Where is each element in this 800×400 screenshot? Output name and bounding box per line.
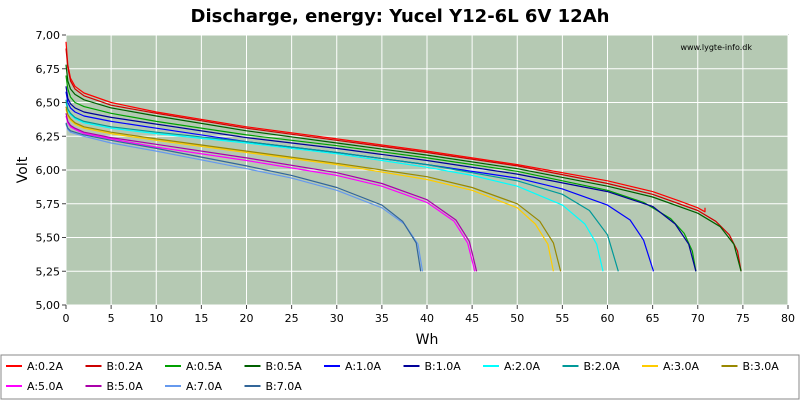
- y-axis-ticks: 5,00 5,25 5,50 5,75 6,00 6,25 6,50 6,75 7,00: [36, 29, 66, 312]
- legend-label: A:1.0A: [345, 360, 382, 373]
- legend-box: [0, 354, 800, 400]
- x-tick-label: 50: [510, 312, 524, 325]
- x-tick-label: 5: [108, 312, 115, 325]
- x-axis-label: Wh: [416, 332, 439, 348]
- legend-label: B:3.0A: [743, 360, 780, 373]
- y-axis-label: Volt: [15, 156, 31, 183]
- x-tick-label: 0: [63, 312, 70, 325]
- x-tick-label: 40: [420, 312, 434, 325]
- x-tick-label: 60: [601, 312, 615, 325]
- legend-label: B:0.5A: [266, 360, 303, 373]
- y-tick-label: 5,75: [36, 198, 61, 211]
- x-tick-label: 65: [646, 312, 660, 325]
- series-line-1: [65, 48, 742, 272]
- legend-label: A:5.0A: [27, 380, 64, 393]
- legend-label: A:7.0A: [186, 380, 223, 393]
- x-axis-ticks: 0 5 10 15 20 25 30 35 40 45 50 55 60 65 70 75 80: [63, 305, 795, 325]
- legend-label: B:0.2A: [107, 360, 144, 373]
- y-tick-label: 6,25: [36, 130, 61, 143]
- series-line-0: [65, 41, 706, 213]
- legend: A:0.2A B:0.2A A:0.5A B:0.5A A:1.0A B:1.0A A:2.…: [6, 360, 779, 393]
- series-line-7: [65, 99, 619, 272]
- legend-label: A:2.0A: [504, 360, 541, 373]
- series-line-11: [65, 113, 478, 272]
- series-line-10: [65, 115, 476, 272]
- x-tick-label: 25: [285, 312, 299, 325]
- series-line-5: [65, 86, 697, 272]
- x-tick-label: 20: [240, 312, 254, 325]
- x-tick-label: 70: [691, 312, 705, 325]
- y-tick-label: 5,50: [36, 232, 61, 245]
- x-tick-label: 55: [555, 312, 569, 325]
- series-line-13: [65, 122, 422, 272]
- legend-label: A:3.0A: [663, 360, 700, 373]
- series-lines: [65, 41, 742, 272]
- watermark-text: www.lygte-info.dk: [680, 43, 752, 52]
- legend-label: B:7.0A: [266, 380, 303, 393]
- y-tick-label: 6,00: [36, 164, 61, 177]
- legend-label: B:2.0A: [584, 360, 621, 373]
- x-tick-label: 75: [736, 312, 750, 325]
- x-tick-label: 80: [781, 312, 795, 325]
- legend-label: B:5.0A: [107, 380, 144, 393]
- legend-label: A:0.2A: [27, 360, 64, 373]
- x-tick-label: 10: [149, 312, 163, 325]
- chart-title: Discharge, energy: Yucel Y12-6L 6V 12Ah: [191, 6, 610, 27]
- y-tick-label: 6,50: [36, 97, 61, 110]
- series-line-6: [65, 102, 604, 272]
- x-tick-label: 35: [375, 312, 389, 325]
- x-tick-label: 30: [330, 312, 344, 325]
- series-line-9: [65, 106, 562, 272]
- y-tick-label: 6,75: [36, 63, 61, 76]
- series-line-8: [65, 109, 554, 272]
- series-line-3: [65, 64, 742, 272]
- y-tick-label: 7,00: [36, 29, 61, 42]
- x-tick-label: 15: [194, 312, 208, 325]
- x-tick-label: 45: [465, 312, 479, 325]
- y-tick-label: 5,25: [36, 265, 61, 278]
- legend-label: B:1.0A: [425, 360, 462, 373]
- legend-label: A:0.5A: [186, 360, 223, 373]
- y-tick-label: 5,00: [36, 299, 61, 312]
- series-line-12: [65, 123, 424, 272]
